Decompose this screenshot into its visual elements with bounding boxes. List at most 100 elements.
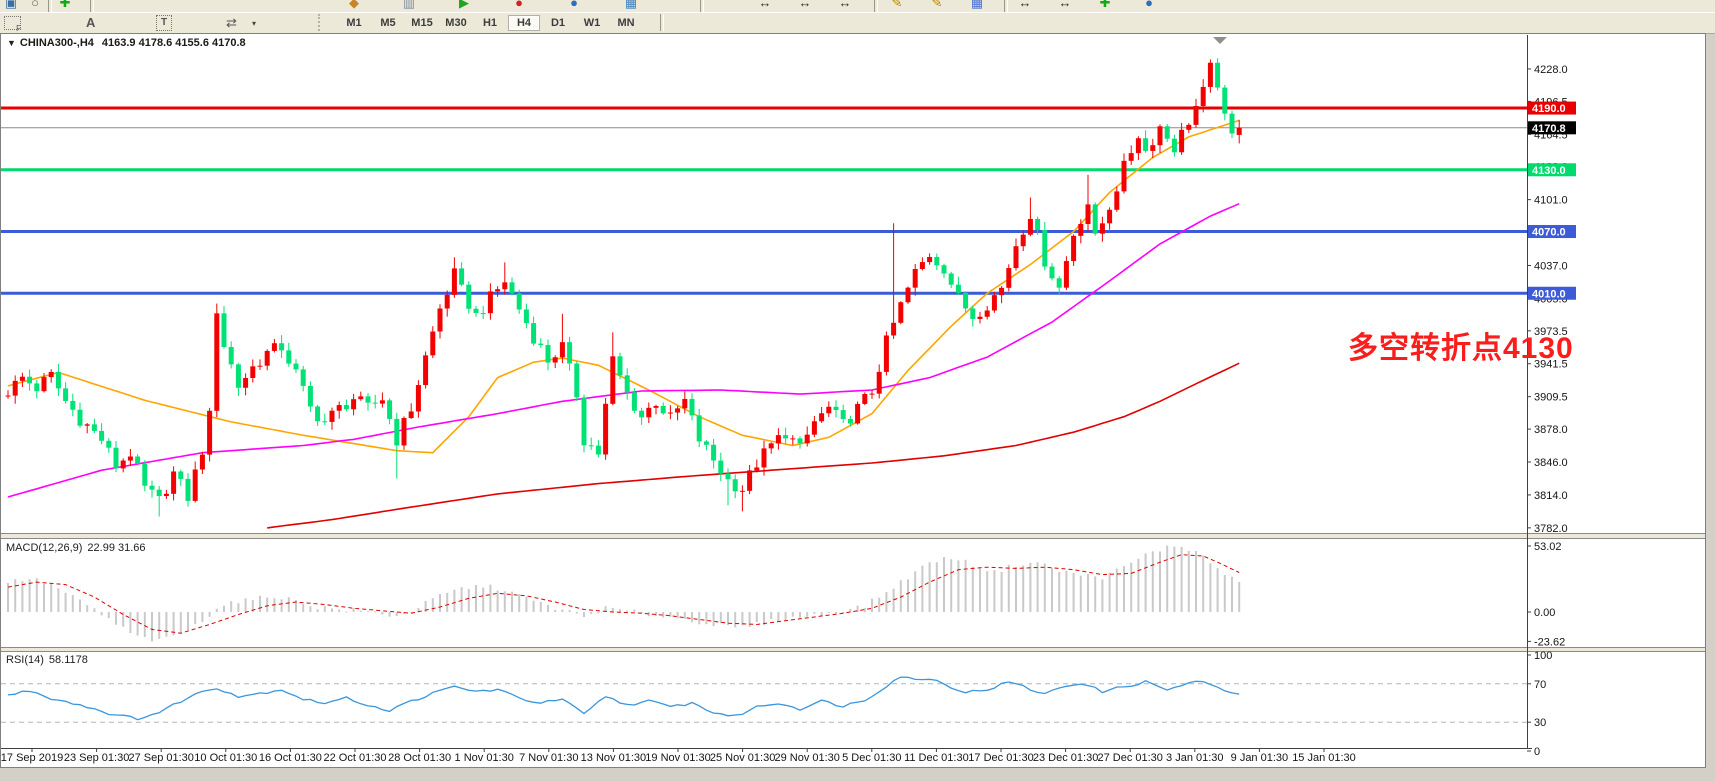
- time-axis-labels: 17 Sep 2019 23 Sep 01:30 27 Sep 01:30 10 Oc…: [1, 748, 1356, 764]
- symbol-dropdown-icon[interactable]: ▼: [7, 38, 16, 48]
- main-toolbar: ▣ ○ ✚ ◆ ▥ ▶ ● ● ▦ ↔ ↔ ↔ ✎ ✎ ▦ ↔ ↔ ✚ ●: [0, 0, 1715, 13]
- toolbar-separator: [874, 0, 878, 12]
- macd-tick-label: -23.62: [1534, 636, 1565, 648]
- autoscroll-icon[interactable]: ↔: [758, 0, 772, 10]
- rsi-value: 58.1178: [48, 654, 88, 666]
- drawing-timeframe-toolbar: F A T ⇄ ▾ M1 M5 M15 M30 H1 H4 D1 W1 MN: [0, 13, 1715, 34]
- timeframe-m5[interactable]: M5: [380, 17, 396, 29]
- moving-average-lines: [7, 119, 1240, 529]
- svg-text:4190.0: 4190.0: [1532, 103, 1566, 115]
- candlestick-series: [5, 58, 1242, 517]
- draw-channel-icon[interactable]: ✎: [931, 0, 943, 10]
- rsi-tick-label: 0: [1534, 746, 1540, 758]
- price-tick-label: 4228.0: [1534, 64, 1568, 76]
- pane-splitter[interactable]: [0, 647, 1706, 652]
- price-tag-4070.0: 4070.0: [1528, 225, 1576, 239]
- date-label: 22 Oct 01:30: [324, 752, 387, 764]
- price-tick-label: 3878.0: [1534, 424, 1568, 436]
- fibonacci-tool-letter: F: [16, 24, 21, 33]
- pane-splitter[interactable]: [0, 533, 1706, 539]
- arrow-objects-icon[interactable]: ⇄: [226, 15, 237, 30]
- date-label: 27 Sep 01:30: [128, 752, 193, 764]
- date-label: 19 Nov 01:30: [645, 752, 710, 764]
- price-tick-label: 4037.0: [1534, 260, 1568, 272]
- date-label: 17 Dec 01:30: [968, 752, 1033, 764]
- rsi-tick-label: 70: [1534, 679, 1546, 691]
- draw-line-icon[interactable]: ✎: [891, 0, 903, 10]
- community-icon[interactable]: ●: [570, 0, 578, 10]
- svg-text:4170.8: 4170.8: [1532, 123, 1566, 135]
- timeframe-m30[interactable]: M30: [445, 17, 467, 29]
- ma-fast: [7, 119, 1240, 454]
- toolbar-separator: [90, 0, 94, 12]
- period-icon[interactable]: ↔: [1018, 0, 1032, 10]
- text-tool-icon[interactable]: T: [156, 15, 172, 31]
- template-icon[interactable]: ↔: [1058, 0, 1072, 10]
- date-label: 16 Oct 01:30: [259, 752, 322, 764]
- toolbar-separator: [660, 14, 664, 31]
- new-order-icon[interactable]: ✚: [59, 0, 71, 10]
- rsi-tick-label: 100: [1534, 650, 1552, 662]
- price-tag-4130.0: 4130.0: [1528, 163, 1576, 177]
- timeframe-h1[interactable]: H1: [482, 17, 498, 29]
- macd-tick-label: 53.02: [1534, 541, 1562, 553]
- macd-indicator-label: MACD(12,26,9) 22.99 31.66: [6, 542, 146, 554]
- chart-shift-icon[interactable]: ↔: [798, 0, 812, 10]
- date-label: 25 Nov 01:30: [710, 752, 775, 764]
- date-label: 23 Sep 01:30: [64, 752, 129, 764]
- date-label: 23 Dec 01:30: [1033, 752, 1098, 764]
- horizontal-level-lines: [1, 106, 1527, 295]
- zoom-icon[interactable]: ○: [31, 0, 39, 10]
- price-tick-label: 3814.0: [1534, 490, 1568, 502]
- date-label: 3 Jan 01:30: [1166, 752, 1224, 764]
- timeframe-d1[interactable]: D1: [550, 17, 566, 29]
- profile-icon[interactable]: ◆: [349, 0, 359, 10]
- svg-text:4130.0: 4130.0: [1532, 165, 1566, 177]
- toolbar-drag-handle[interactable]: [318, 14, 323, 31]
- rsi-tick-label: 30: [1534, 717, 1546, 729]
- text-label-tool-icon[interactable]: A: [86, 15, 96, 30]
- new-chart-icon[interactable]: ▣: [4, 0, 18, 10]
- data-window-icon[interactable]: ▥: [402, 0, 416, 10]
- timeframe-mn[interactable]: MN: [617, 17, 635, 29]
- fibonacci-tool-icon[interactable]: F: [4, 16, 21, 33]
- price-tick-label: 3909.5: [1534, 392, 1568, 404]
- date-label: 17 Sep 2019: [1, 752, 63, 764]
- price-tag-4190.0: 4190.0: [1528, 101, 1576, 115]
- ma-mid: [7, 202, 1240, 498]
- macd-signal-line: [7, 554, 1240, 634]
- chart-shift-marker[interactable]: [1213, 37, 1227, 44]
- market-icon[interactable]: ●: [1145, 0, 1153, 10]
- price-tick-label: 3846.0: [1534, 457, 1568, 469]
- timeframe-w1[interactable]: W1: [583, 17, 601, 29]
- chart-annotation-text: 多空转折点4130: [1348, 332, 1574, 365]
- arrow-objects-dropdown-icon[interactable]: ▾: [252, 19, 257, 28]
- autotrading-icon[interactable]: ▶: [459, 0, 469, 10]
- indicators-icon[interactable]: ▦: [970, 0, 984, 10]
- ma-slow: [267, 362, 1240, 529]
- add-indicator-icon[interactable]: ✚: [1099, 0, 1111, 10]
- price-tick-label: 3941.5: [1534, 359, 1568, 371]
- date-label: 1 Nov 01:30: [455, 752, 514, 764]
- macd-histogram: [7, 545, 1241, 642]
- timeframe-m15[interactable]: M15: [411, 17, 433, 29]
- date-label: 5 Dec 01:30: [842, 752, 901, 764]
- svg-text:4070.0: 4070.0: [1532, 227, 1566, 239]
- zoom-range-icon[interactable]: ↔: [838, 0, 852, 10]
- strategy-tester-icon[interactable]: ▦: [624, 0, 638, 10]
- timeframe-h4[interactable]: H4: [508, 15, 540, 31]
- price-tag-4170.8: 4170.8: [1528, 121, 1576, 135]
- chart-ohlc-values: 4163.9 4178.6 4155.6 4170.8: [101, 37, 246, 49]
- rsi-line: [7, 676, 1240, 721]
- timeframe-buttons: M1 M5 M15 M30 H1 H4 D1 W1 MN: [338, 13, 642, 33]
- price-tick-label: 3782.0: [1534, 523, 1568, 535]
- date-label: 10 Oct 01:30: [194, 752, 257, 764]
- stop-icon[interactable]: ●: [515, 0, 523, 10]
- timeframe-m1[interactable]: M1: [346, 17, 362, 29]
- date-label: 28 Oct 01:30: [388, 752, 451, 764]
- rsi-name: RSI(14): [6, 654, 44, 666]
- chart-canvas: 4228.04196.54164.54133.04101.04069.04037…: [0, 33, 1706, 768]
- price-tag-4010.0: 4010.0: [1528, 286, 1576, 300]
- price-tick-label: 3973.5: [1534, 326, 1568, 338]
